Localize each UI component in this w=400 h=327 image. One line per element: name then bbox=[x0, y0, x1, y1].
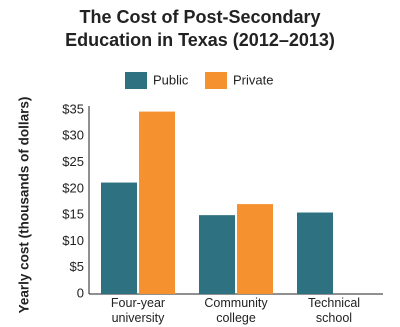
chart-title: The Cost of Post-Secondary Education in … bbox=[65, 7, 335, 50]
x-tick-label: Four-year university bbox=[110, 296, 166, 325]
bar bbox=[237, 204, 273, 294]
y-tick-label: 0 bbox=[77, 285, 84, 300]
bar bbox=[139, 111, 175, 294]
y-tick-label: $20 bbox=[62, 180, 84, 195]
bar bbox=[199, 215, 235, 294]
x-tick-box: Technical school bbox=[307, 296, 361, 325]
y-axis-label: Yearly cost (thousands of dollars) bbox=[17, 97, 32, 314]
y-tick-label: $30 bbox=[62, 128, 84, 143]
y-tick-label: $25 bbox=[62, 154, 84, 169]
x-tick-box: Four-year university bbox=[110, 296, 166, 325]
bar bbox=[297, 212, 333, 294]
x-tick-label: Community college bbox=[204, 296, 268, 325]
y-tick-label: $5 bbox=[70, 259, 84, 274]
y-tick-label: $15 bbox=[62, 207, 84, 222]
y-tick-label: $35 bbox=[62, 101, 84, 116]
bar bbox=[101, 182, 137, 294]
legend-label: Public bbox=[153, 72, 189, 87]
legend-label: Private bbox=[233, 72, 273, 87]
x-tick-box: Community college bbox=[204, 296, 268, 325]
title-box: The Cost of Post-Secondary Education in … bbox=[65, 7, 335, 50]
legend-swatch bbox=[205, 72, 227, 89]
y-tick-label: $10 bbox=[62, 233, 84, 248]
x-tick-label: Technical school bbox=[307, 296, 361, 325]
legend-swatch bbox=[125, 72, 147, 89]
